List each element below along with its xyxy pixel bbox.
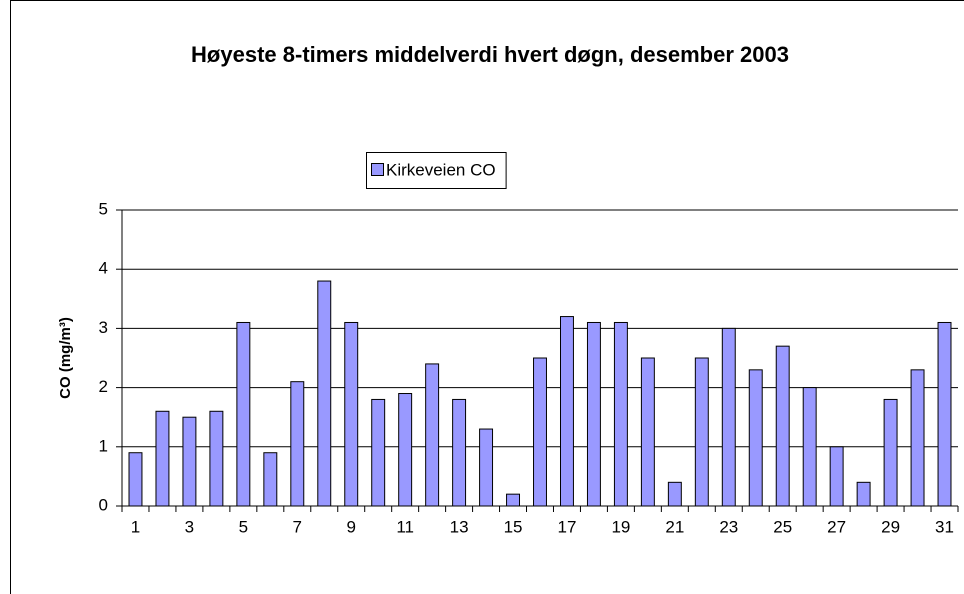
bar — [694, 357, 709, 507]
bar — [533, 357, 547, 507]
y-axis-label: CO (mg/m³) — [57, 317, 74, 399]
y-tick-label: 4 — [99, 259, 108, 278]
x-tick-label: 27 — [827, 517, 846, 536]
bar — [128, 452, 143, 507]
x-tick-label: 7 — [293, 517, 302, 536]
y-tick-label: 3 — [99, 318, 108, 337]
bar — [371, 398, 386, 507]
y-tick-label: 5 — [99, 199, 108, 218]
bar — [479, 428, 494, 507]
bar — [452, 398, 467, 507]
bar — [209, 410, 224, 507]
x-tick-label: 31 — [935, 517, 954, 536]
x-tick-label: 25 — [773, 517, 792, 536]
bar — [425, 363, 440, 507]
bar — [559, 316, 574, 507]
x-tick-label: 3 — [185, 517, 194, 536]
bar — [182, 416, 197, 507]
bar — [829, 446, 844, 507]
bar — [667, 481, 682, 507]
x-tick-label: 23 — [719, 517, 738, 536]
x-tick-label: 13 — [450, 517, 469, 536]
bar — [775, 345, 790, 507]
bar — [613, 321, 628, 507]
x-tick-label: 17 — [558, 517, 577, 536]
bar — [937, 321, 952, 507]
bar — [398, 393, 413, 507]
bar — [721, 327, 736, 507]
x-tick-label: 5 — [239, 517, 248, 536]
bar — [802, 387, 817, 507]
x-tick-label: 9 — [346, 517, 355, 536]
bar — [317, 280, 332, 507]
bar — [263, 452, 278, 507]
bar — [155, 410, 170, 507]
x-tick-label: 11 — [396, 517, 414, 536]
bar — [910, 369, 925, 507]
bar — [236, 321, 251, 507]
bar — [586, 321, 601, 507]
x-tick-label: 29 — [881, 517, 900, 536]
x-tick-label: 19 — [611, 517, 630, 536]
bar — [748, 369, 763, 507]
legend-swatch — [371, 163, 384, 176]
legend-box — [366, 152, 507, 189]
x-tick-label: 1 — [131, 517, 140, 536]
legend-label: Kirkeveien CO — [386, 160, 496, 179]
bar — [290, 381, 305, 507]
bar — [640, 357, 655, 507]
x-tick-label: 15 — [504, 517, 523, 536]
chart-title: Høyeste 8-timers middelverdi hvert døgn,… — [191, 42, 789, 67]
y-tick-label: 0 — [99, 495, 108, 514]
bar — [883, 398, 898, 507]
bar — [506, 493, 521, 507]
x-tick-label: 21 — [665, 517, 684, 536]
y-tick-label: 1 — [99, 436, 108, 455]
y-tick-label: 2 — [99, 377, 108, 396]
bar — [344, 321, 359, 507]
bar — [856, 481, 871, 507]
